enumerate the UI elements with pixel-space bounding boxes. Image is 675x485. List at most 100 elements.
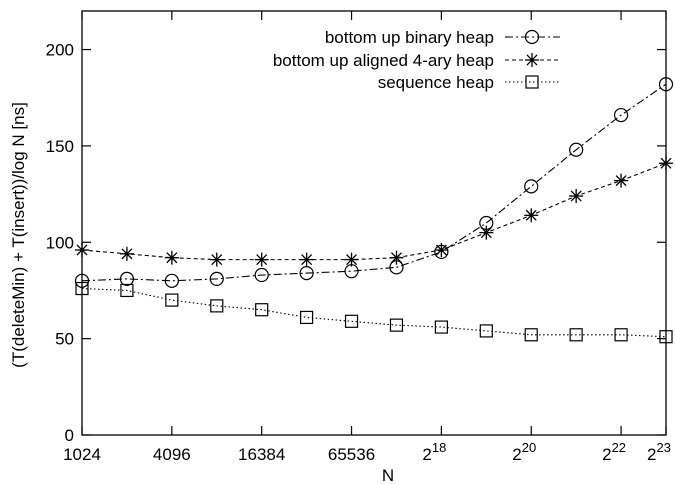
data-point [344, 314, 359, 328]
data-point [658, 77, 674, 92]
marker-square [210, 299, 224, 313]
x-axis-label: N [382, 466, 394, 485]
data-point [614, 173, 629, 188]
x-tick-label: 1024 [63, 445, 101, 464]
marker-star-stroke [301, 254, 313, 266]
legend-item: bottom up binary heap [325, 28, 560, 47]
y-tick-label: 150 [46, 137, 74, 156]
x-tick-label: 218 [422, 440, 446, 464]
marker-circle [658, 77, 674, 92]
data-point [524, 179, 539, 194]
data-point [210, 299, 224, 313]
marker-circle [74, 273, 90, 288]
x-tick-label: 65536 [328, 445, 375, 464]
data-point [255, 303, 269, 317]
marker-star-stroke [435, 244, 447, 256]
x-tick-exponent: 23 [657, 440, 671, 455]
legend-label: bottom up binary heap [325, 28, 494, 47]
marker-square [524, 328, 538, 342]
y-tick-label: 100 [46, 233, 74, 252]
marker-star-stroke [480, 227, 492, 239]
data-point [164, 250, 179, 265]
x-tick-label: 222 [602, 440, 626, 464]
marker-star-stroke [121, 248, 133, 260]
data-point [344, 252, 359, 267]
series-group [74, 77, 674, 344]
marker-circle [524, 29, 540, 45]
marker-square [344, 314, 359, 328]
data-point [524, 328, 538, 342]
marker-circle [524, 179, 539, 194]
marker-star-stroke [525, 209, 537, 221]
x-tick-label: 223 [647, 440, 671, 464]
marker-square [120, 283, 134, 298]
marker-star-stroke [166, 252, 178, 264]
data-point [613, 107, 629, 123]
x-axis: 1024 4096 16384 65536 218 220 222 223 [63, 11, 671, 464]
series-star [75, 156, 673, 267]
data-point [300, 310, 314, 325]
marker-circle [119, 271, 135, 286]
marker-star-stroke [76, 244, 88, 256]
data-point [659, 330, 673, 344]
data-point [74, 273, 90, 288]
data-point [569, 328, 583, 342]
legend-marker [525, 53, 539, 67]
legend-item: bottom up aligned 4-ary heap [273, 51, 560, 70]
data-point [299, 252, 314, 267]
marker-square [659, 330, 673, 344]
data-point [569, 142, 584, 157]
marker-square [300, 310, 314, 325]
data-point [209, 252, 224, 267]
legend-label: bottom up aligned 4-ary heap [273, 51, 494, 70]
legend: bottom up binary heap bottom up aligned 4… [273, 28, 560, 92]
marker-star-stroke [660, 157, 672, 169]
marker-star-stroke [615, 175, 627, 187]
data-point [254, 267, 269, 283]
plot-frame [81, 10, 667, 436]
series-line [81, 162, 667, 261]
x-tick-label: 16384 [238, 445, 285, 464]
marker-star-stroke [256, 254, 268, 266]
data-point [479, 324, 493, 338]
marker-circle [569, 142, 584, 157]
series-circle [74, 77, 674, 288]
marker-square [614, 328, 628, 342]
marker-star-stroke [526, 54, 538, 66]
marker-circle [164, 273, 179, 288]
x-tick-label: 220 [512, 440, 536, 464]
marker-circle [209, 271, 224, 286]
data-point [524, 208, 539, 223]
series-line [81, 83, 667, 282]
x-tick-exponent: 20 [522, 440, 536, 455]
x-tick-label: 4096 [153, 445, 191, 464]
marker-square [389, 318, 404, 332]
marker-square [75, 281, 89, 296]
marker-star-stroke [346, 254, 358, 266]
data-point [614, 328, 628, 342]
series-line [81, 287, 667, 338]
legend-marker [524, 29, 540, 45]
marker-star-stroke [570, 190, 582, 202]
marker-square [165, 293, 179, 307]
y-tick-label: 0 [65, 426, 74, 445]
data-point [164, 273, 179, 288]
data-point [389, 318, 404, 332]
marker-square [525, 75, 539, 89]
marker-star-stroke [390, 252, 402, 264]
data-point [254, 252, 269, 267]
data-point [75, 242, 89, 257]
data-point [120, 283, 134, 298]
plot-border [81, 10, 667, 436]
data-point [434, 242, 449, 257]
x-tick-exponent: 22 [612, 440, 626, 455]
legend-label: sequence heap [378, 73, 494, 92]
data-point [119, 246, 134, 261]
data-point [209, 271, 224, 286]
legend-item: sequence heap [378, 73, 560, 92]
data-point [75, 281, 89, 296]
data-point [165, 293, 179, 307]
x-tick-exponent: 18 [432, 440, 446, 455]
data-point [479, 225, 494, 240]
data-point [434, 320, 448, 334]
